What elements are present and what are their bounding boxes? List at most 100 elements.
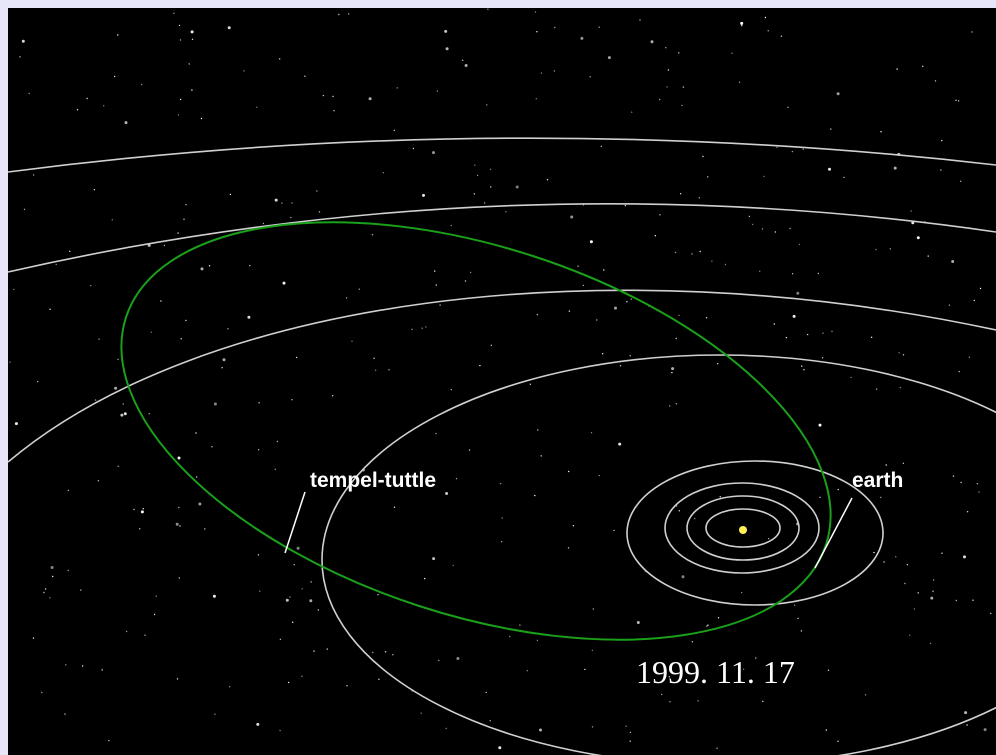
star <box>880 497 881 498</box>
star <box>177 232 178 233</box>
star <box>706 317 707 318</box>
star <box>333 110 334 111</box>
star <box>445 492 448 495</box>
star <box>620 365 621 366</box>
star <box>678 315 679 316</box>
star <box>258 554 259 555</box>
star <box>655 235 656 236</box>
star <box>871 337 872 338</box>
star <box>392 654 393 655</box>
star <box>583 285 584 286</box>
star <box>537 429 538 430</box>
star <box>487 9 488 10</box>
star <box>930 643 931 644</box>
star <box>676 338 677 339</box>
star <box>327 648 328 649</box>
star <box>338 14 339 15</box>
star <box>801 365 802 366</box>
star <box>963 555 966 558</box>
star <box>351 341 352 342</box>
star <box>275 469 276 470</box>
star <box>691 253 692 254</box>
star <box>541 72 542 73</box>
star <box>141 510 144 513</box>
star <box>599 475 600 476</box>
star <box>141 84 142 85</box>
star <box>625 726 626 727</box>
star <box>196 476 197 477</box>
star <box>346 297 347 298</box>
star <box>288 682 289 683</box>
star <box>348 13 349 14</box>
star <box>828 168 831 171</box>
star <box>593 608 594 609</box>
star <box>211 446 212 447</box>
star <box>762 701 763 702</box>
star <box>822 357 823 358</box>
star <box>68 490 69 491</box>
star <box>438 660 439 661</box>
star <box>179 25 180 26</box>
star <box>900 387 901 388</box>
star <box>837 741 838 742</box>
star <box>536 31 537 32</box>
star <box>828 670 829 671</box>
star <box>397 87 398 88</box>
star <box>120 414 123 417</box>
star <box>185 204 186 205</box>
star <box>541 455 542 456</box>
star <box>456 657 459 660</box>
star <box>781 36 782 37</box>
star <box>192 39 193 40</box>
star <box>149 413 150 414</box>
star <box>671 372 672 373</box>
star <box>479 365 480 366</box>
star <box>213 595 216 598</box>
star <box>498 746 501 749</box>
star <box>603 269 604 270</box>
star <box>826 729 827 730</box>
star <box>850 377 851 378</box>
star <box>43 592 44 593</box>
star <box>181 338 182 339</box>
comet-label: tempel-tuttle <box>310 469 436 492</box>
star <box>680 193 681 194</box>
star <box>490 720 491 721</box>
star <box>580 37 583 40</box>
star <box>286 599 289 602</box>
star <box>699 197 700 198</box>
star <box>33 637 34 638</box>
star <box>316 190 317 191</box>
page: tempel-tuttle earth 1999. 11. 17 (() => … <box>0 0 996 755</box>
star <box>972 600 973 601</box>
star <box>964 711 967 714</box>
star <box>41 692 42 693</box>
star <box>332 395 333 396</box>
star <box>768 538 769 539</box>
star <box>530 384 531 385</box>
orbit-scene: tempel-tuttle earth 1999. 11. 17 <box>0 0 996 755</box>
star <box>895 556 896 557</box>
star <box>792 151 793 152</box>
star <box>639 19 640 20</box>
star <box>86 98 87 99</box>
star <box>803 149 804 150</box>
star <box>959 371 960 372</box>
star <box>894 167 897 170</box>
star <box>263 223 264 224</box>
star <box>372 652 373 653</box>
star <box>139 528 140 529</box>
star <box>700 251 701 252</box>
star <box>432 557 435 560</box>
star <box>914 608 915 609</box>
star <box>971 31 972 32</box>
star <box>108 740 109 741</box>
star <box>569 310 570 311</box>
star <box>602 353 603 354</box>
star <box>697 700 698 701</box>
star <box>502 517 503 518</box>
star <box>383 172 384 173</box>
star <box>117 34 118 35</box>
star <box>446 728 447 729</box>
star <box>183 219 184 220</box>
